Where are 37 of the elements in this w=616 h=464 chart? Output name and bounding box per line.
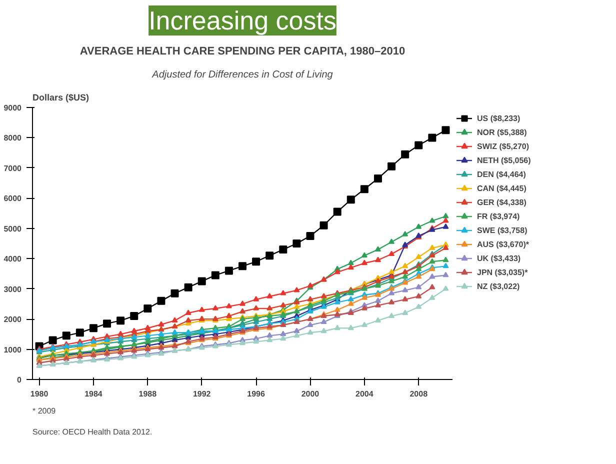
legend-label: DEN ($4,464): [477, 168, 526, 181]
source-note: Source: OECD Health Data 2012.: [32, 428, 152, 436]
chart-subtitle: AVERAGE HEALTH CARE SPENDING PER CAPITA, 1980–2010: [80, 46, 406, 58]
legend-label: NETH ($5,056): [477, 154, 531, 167]
legend-label: UK ($3,433): [477, 252, 521, 265]
y-tick-label: 7000: [4, 164, 22, 173]
x-tick-label: 2004: [356, 390, 374, 398]
y-tick-label: 6000: [4, 194, 22, 204]
x-tick-label: 2008: [410, 390, 428, 398]
text: Adjusted for Differences in Cost of Living: [151, 70, 334, 80]
y-tick-label: 1000: [4, 345, 22, 354]
legend-label: AUS ($3,670)*: [477, 238, 530, 251]
legend-label: CAN ($4,445): [477, 182, 526, 195]
y-tick-label: 3000: [4, 284, 22, 294]
x-tick-label: 1984: [84, 390, 103, 398]
x-tick-label: 1980: [30, 390, 49, 398]
legend-label: US ($8,233): [477, 112, 520, 125]
text: * 2009: [32, 406, 56, 416]
x-tick-label: 1988: [138, 390, 158, 398]
legend-label: JPN ($3,035)*: [477, 266, 528, 279]
legend-label: SWIZ ($5,270): [477, 140, 530, 153]
x-tick-label: 1992: [192, 390, 212, 398]
legend-label: FR ($3,974): [477, 210, 520, 223]
legend-label: SWE ($3,758): [477, 224, 528, 237]
legend-label: GER ($4,338): [477, 196, 526, 209]
x-tick-label: 2000: [301, 390, 320, 398]
legend-label: NOR ($5,388): [477, 126, 527, 139]
legend-label: NZ ($3,022): [477, 280, 520, 293]
y-tick-label: 9000: [4, 104, 22, 112]
y-tick-label: 4000: [4, 254, 22, 264]
y-tick-label: 2000: [4, 315, 22, 324]
y-tick-label: 8000: [4, 134, 22, 143]
x-tick-label: 1996: [247, 390, 266, 398]
y-tick-label: 0: [17, 376, 22, 384]
chart-title: Increasing costs: [148, 6, 336, 36]
y-axis-title: Dollars ($US): [32, 92, 90, 102]
y-tick-label: 5000: [4, 224, 22, 234]
